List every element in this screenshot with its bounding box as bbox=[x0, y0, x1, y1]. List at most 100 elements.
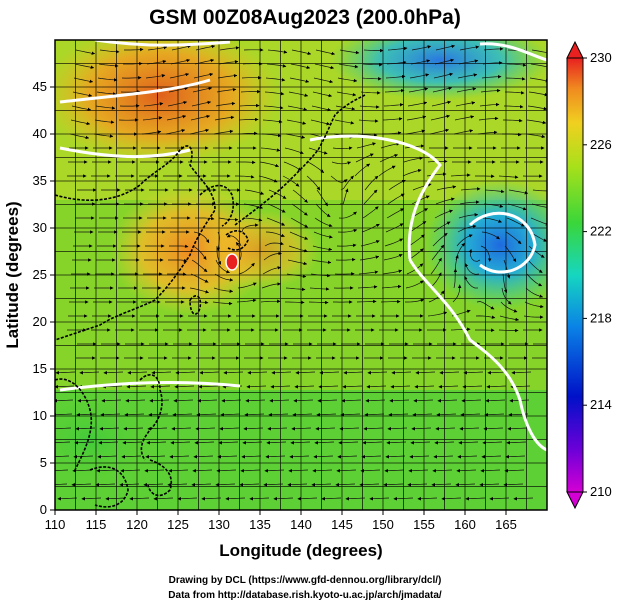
y-tick-label: 35 bbox=[33, 173, 47, 188]
streamline-arrow bbox=[385, 223, 404, 233]
streamline-arrow bbox=[237, 131, 258, 136]
streamline-arrow bbox=[364, 412, 385, 417]
streamline-arrow bbox=[406, 115, 427, 121]
streamline-arrow bbox=[261, 282, 281, 289]
x-tick-label: 130 bbox=[208, 517, 230, 532]
streamline-arrow bbox=[194, 58, 215, 65]
streamline-arrow bbox=[246, 384, 267, 389]
y-tick-label: 40 bbox=[33, 126, 47, 141]
streamline-arrow bbox=[457, 454, 478, 459]
streamline-arrow bbox=[362, 62, 383, 67]
streamline-arrow bbox=[441, 496, 462, 501]
streamline-arrow bbox=[482, 217, 502, 223]
streamline-arrow bbox=[363, 48, 384, 53]
streamline-arrow bbox=[369, 496, 390, 501]
streamline-arrow bbox=[436, 185, 457, 191]
streamline-arrow bbox=[365, 398, 386, 403]
streamline-arrow bbox=[141, 130, 162, 135]
streamline-arrow bbox=[506, 440, 527, 445]
streamline-arrow bbox=[414, 384, 435, 389]
streamline-arrow bbox=[502, 273, 508, 294]
streamline-arrow bbox=[337, 77, 358, 83]
streamline-arrow bbox=[403, 156, 424, 163]
streamline-arrow bbox=[359, 255, 380, 261]
isotherm-contour-northeast bbox=[479, 42, 547, 62]
streamline-arrow bbox=[501, 287, 512, 305]
streamline-arrow bbox=[97, 77, 118, 82]
streamline-arrow bbox=[480, 88, 501, 93]
streamline-arrow bbox=[505, 454, 526, 459]
streamline-arrow bbox=[309, 287, 330, 291]
streamline-arrow bbox=[429, 128, 450, 135]
streamline-arrow bbox=[525, 133, 546, 139]
streamline-arrow bbox=[367, 370, 388, 375]
isotherm-contour-low-ring bbox=[468, 211, 537, 274]
streamline-arrow bbox=[146, 440, 167, 445]
streamline-arrow bbox=[127, 370, 148, 375]
coastline-korea bbox=[199, 184, 235, 227]
streamline-arrow bbox=[153, 496, 174, 501]
streamline-arrow bbox=[190, 114, 211, 121]
isotherm-contours bbox=[59, 40, 547, 452]
streamline-arrow bbox=[71, 105, 92, 112]
streamline-arrow bbox=[284, 147, 304, 155]
streamline-arrow bbox=[430, 114, 451, 121]
streamline-arrow bbox=[263, 251, 282, 261]
streamline-arrow bbox=[262, 119, 283, 124]
streamline-arrow bbox=[330, 175, 348, 183]
streamline-arrow bbox=[193, 231, 210, 244]
streamline-arrow bbox=[358, 270, 379, 275]
streamline-arrow bbox=[189, 287, 209, 294]
cool-anomaly-north bbox=[330, 40, 547, 100]
streamline-arrow bbox=[238, 262, 255, 275]
streamline-arrow bbox=[431, 244, 445, 261]
streamline-arrow bbox=[334, 119, 355, 125]
streamline-arrow bbox=[125, 398, 146, 403]
streamline-arrow bbox=[527, 259, 543, 273]
streamline-arrow bbox=[489, 496, 510, 501]
streamline-arrow bbox=[356, 299, 377, 304]
isotherm-contour-south bbox=[59, 381, 241, 392]
streamline-arrow bbox=[435, 197, 455, 205]
streamline-arrow bbox=[245, 398, 266, 403]
streamline-arrow bbox=[483, 203, 504, 208]
streamline-arrow bbox=[73, 77, 94, 84]
streamline-arrow bbox=[313, 77, 334, 84]
streamline-arrow bbox=[96, 468, 117, 473]
streamline-arrow bbox=[383, 482, 404, 487]
streamline-arrow bbox=[411, 45, 432, 51]
streamline-arrow bbox=[145, 74, 166, 79]
streamline-arrow bbox=[338, 211, 357, 219]
streamline-arrow bbox=[263, 482, 284, 487]
coastline-taiwan bbox=[189, 295, 202, 315]
streamline-arrow bbox=[381, 284, 402, 289]
streamline-arrow bbox=[526, 119, 547, 125]
coastline-luzon bbox=[139, 374, 163, 461]
streamline-arrow bbox=[239, 482, 260, 487]
streamline-arrow bbox=[55, 384, 75, 389]
streamline-arrow bbox=[199, 370, 220, 375]
typhoon-core-marker bbox=[225, 253, 239, 271]
streamline-arrow bbox=[393, 496, 414, 501]
streamline-arrow bbox=[498, 328, 519, 333]
streamline-arrow bbox=[507, 203, 527, 211]
streamline-arrow bbox=[458, 440, 479, 445]
streamline-arrow bbox=[450, 327, 471, 332]
y-tick-label: 45 bbox=[33, 79, 47, 94]
x-axis-label: Longitude (degrees) bbox=[219, 541, 382, 560]
streamline-arrow bbox=[337, 454, 358, 459]
streamline-arrow bbox=[270, 384, 291, 389]
streamline-arrow bbox=[529, 77, 547, 83]
streamline-arrow bbox=[169, 244, 189, 248]
streamline-arrow bbox=[75, 49, 96, 55]
colorbar-tick-label: 230 bbox=[590, 50, 612, 65]
streamline-arrow bbox=[407, 101, 428, 107]
streamline-arrow bbox=[361, 223, 380, 233]
streamline-arrow bbox=[384, 238, 404, 247]
streamline-arrow bbox=[290, 217, 309, 228]
streamline-arrow bbox=[310, 119, 331, 126]
streamline-arrow bbox=[172, 412, 193, 417]
streamline-arrow bbox=[410, 59, 431, 65]
coastlines bbox=[55, 94, 366, 508]
streamline-arrow bbox=[193, 72, 214, 79]
